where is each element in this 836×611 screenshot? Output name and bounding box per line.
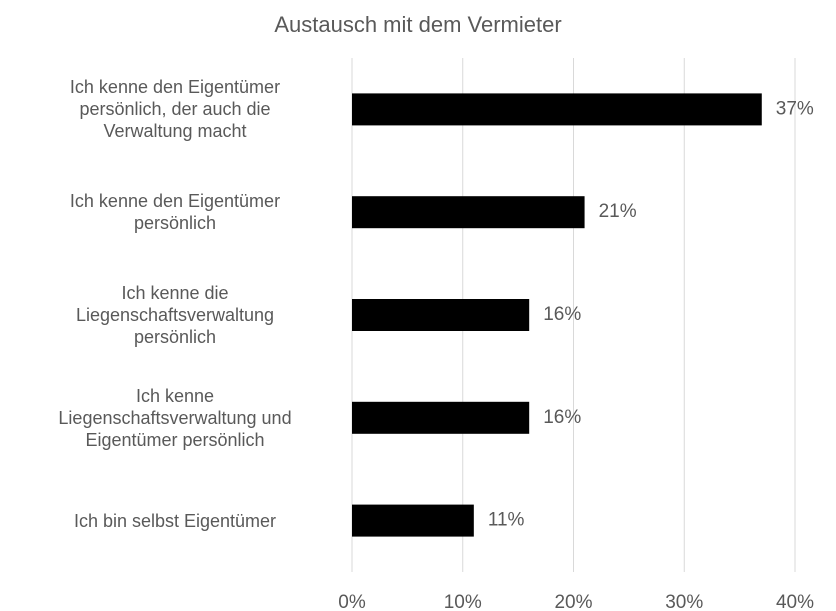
x-tick-label: 10% (444, 592, 482, 611)
data-label: 16% (543, 407, 581, 428)
bar (352, 196, 585, 229)
x-tick-label: 30% (665, 592, 703, 611)
data-label: 11% (488, 510, 525, 531)
bar (352, 401, 530, 434)
y-tick-label: Ich kenne den Eigentümer persönlich, der… (69, 77, 281, 142)
bar (352, 504, 474, 537)
y-tick-label: Ich kenne Liegenschaftsverwaltung und Ei… (58, 385, 292, 450)
x-tick-label: 40% (776, 592, 814, 611)
chart-title: Austausch mit dem Vermieter (274, 12, 561, 37)
x-tick-label: 0% (338, 592, 366, 611)
y-tick-label: Ich kenne den Eigentümer persönlich (69, 191, 281, 234)
data-label: 37% (776, 98, 814, 119)
data-label: 21% (599, 201, 637, 222)
data-label: 16% (543, 304, 581, 325)
x-tick-label: 20% (554, 592, 592, 611)
bar (352, 299, 530, 331)
y-tick-label: Ich bin selbst Eigentümer (73, 510, 277, 531)
bar (352, 93, 762, 126)
y-tick-label: Ich kenne die Liegenschaftsverwaltung pe… (75, 283, 275, 347)
